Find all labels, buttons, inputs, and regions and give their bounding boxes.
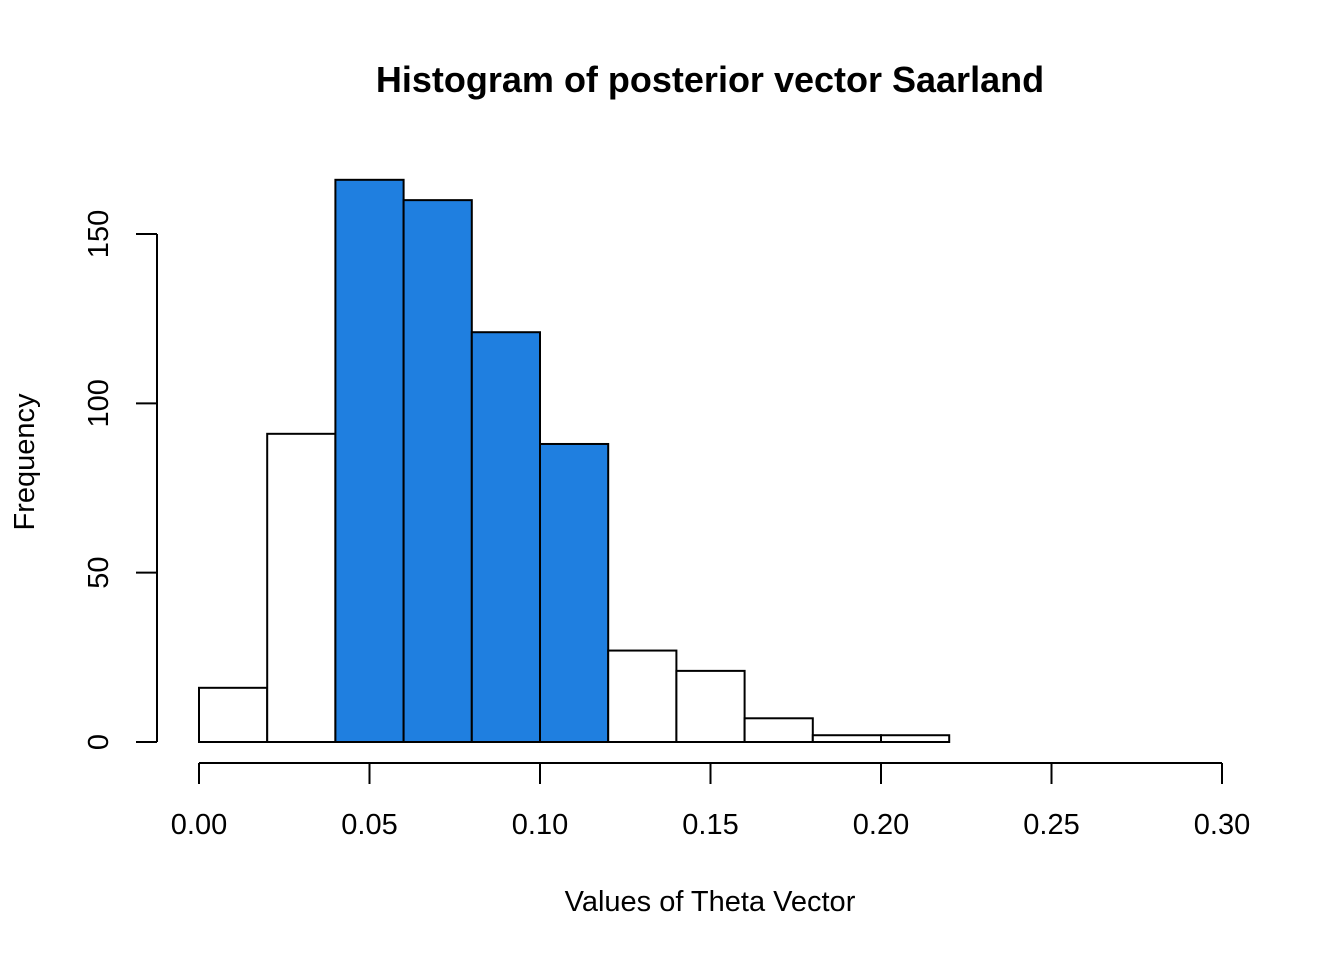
x-axis-label: Values of Theta Vector xyxy=(565,886,856,918)
y-axis-label: Frequency xyxy=(9,393,41,531)
y-tick-label: 0 xyxy=(83,734,115,750)
bars-group xyxy=(198,178,951,744)
histogram-bar-5 xyxy=(539,442,610,743)
x-tick-label: 0.25 xyxy=(1023,809,1079,841)
histogram-bar-7 xyxy=(675,669,746,744)
x-tick-label: 0.20 xyxy=(853,809,909,841)
x-axis: 0.00 0.05 0.10 0.15 0.20 0.25 0.30 xyxy=(171,762,1250,841)
histogram-bar-9 xyxy=(811,734,882,744)
histogram-bar-8 xyxy=(743,717,814,744)
y-axis: 0 50 100 150 xyxy=(83,210,158,750)
x-tick-label: 0.05 xyxy=(341,809,397,841)
chart-title: Histogram of posterior vector Saarland xyxy=(376,59,1044,100)
y-tick-label: 50 xyxy=(83,557,115,589)
histogram-bar-10 xyxy=(880,734,951,744)
histogram-bar-2 xyxy=(334,178,405,743)
histogram-bar-0 xyxy=(198,686,269,744)
x-tick-label: 0.10 xyxy=(512,809,568,841)
y-tick-label: 150 xyxy=(83,210,115,258)
x-tick-label: 0.15 xyxy=(682,809,738,841)
x-tick-label: 0.00 xyxy=(171,809,227,841)
histogram-bar-6 xyxy=(607,649,678,743)
histogram-bar-4 xyxy=(470,331,541,743)
histogram-bar-3 xyxy=(402,199,473,743)
x-tick-label: 0.30 xyxy=(1194,809,1250,841)
y-tick-label: 100 xyxy=(83,379,115,427)
histogram-bar-1 xyxy=(266,432,337,743)
